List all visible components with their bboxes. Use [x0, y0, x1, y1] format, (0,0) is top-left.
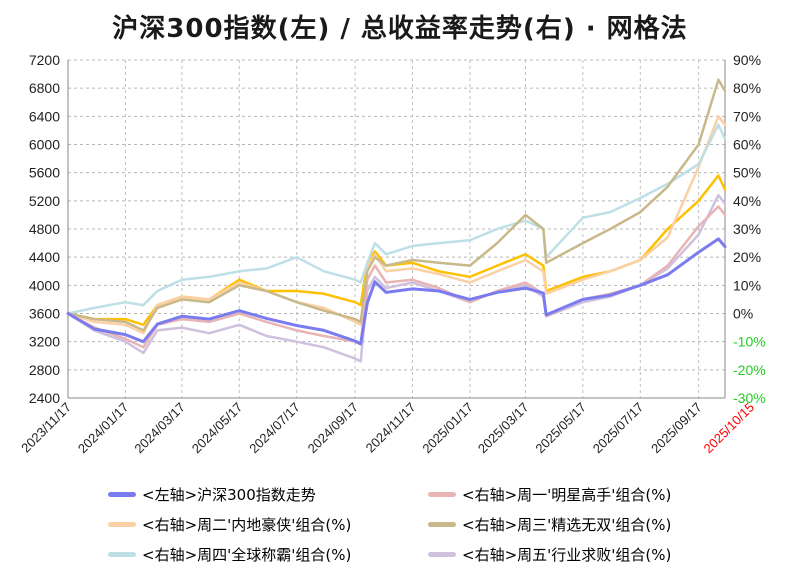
- legend-item-4: <右轴>周四'全球称霸'组合(%): [108, 544, 351, 565]
- right-tick-label: -30%: [733, 390, 766, 406]
- legend-item-5: <右轴>周五'行业求败'组合(%): [428, 544, 671, 565]
- left-tick-label: 6400: [29, 108, 60, 124]
- right-tick-label: 80%: [733, 80, 761, 96]
- legend-item-3: <右轴>周三'精选无双'组合(%): [428, 514, 671, 535]
- legend-label-5: <右轴>周五'行业求败'组合(%): [462, 546, 672, 564]
- right-tick-label: 40%: [733, 193, 761, 209]
- legend-item-1: <右轴>周一'明星高手'组合(%): [428, 484, 671, 505]
- left-tick-label: 3200: [29, 334, 60, 350]
- legend-item-0: <左轴>沪深300指数走势: [108, 484, 316, 505]
- right-tick-label: 70%: [733, 108, 761, 124]
- legend-item-2: <右轴>周二'内地豪侠'组合(%): [108, 514, 351, 535]
- right-tick-label: 0%: [733, 306, 753, 322]
- chart-title: 沪深300指数(左) / 总收益率走势(右) · 网格法: [112, 14, 688, 44]
- series-line-4: [66, 123, 727, 315]
- x-tick-label: 2025/05/17: [532, 400, 589, 457]
- legend-swatch-3: [428, 522, 456, 527]
- legend-label-0: <左轴>沪深300指数走势: [142, 486, 316, 504]
- right-tick-label: 60%: [733, 137, 761, 153]
- legend-label-1: <右轴>周一'明星高手'组合(%): [462, 486, 672, 504]
- right-tick-label: -20%: [733, 362, 766, 378]
- x-tick-label: 2025/07/17: [590, 400, 647, 457]
- x-tick-label: 2024/01/17: [75, 400, 132, 457]
- x-tick-label: 2024/05/17: [189, 400, 246, 457]
- x-tick-label: 2024/07/17: [246, 400, 303, 457]
- x-tick-label: 2025/03/17: [475, 400, 532, 457]
- legend-swatch-1: [428, 492, 456, 497]
- legend-swatch-4: [108, 552, 136, 557]
- series-line-2: [66, 115, 727, 335]
- right-tick-label: 30%: [733, 221, 761, 237]
- legend-label-2: <右轴>周二'内地豪侠'组合(%): [142, 516, 352, 534]
- legend-swatch-2: [108, 522, 136, 527]
- left-tick-label: 5600: [29, 165, 60, 181]
- right-tick-label: 50%: [733, 165, 761, 181]
- left-tick-label: 4000: [29, 277, 60, 293]
- x-tick-label: 2025/01/17: [419, 400, 476, 457]
- left-tick-label: 2800: [29, 362, 60, 378]
- right-tick-label: -10%: [733, 334, 766, 350]
- x-tick-label: 2025/10/15: [700, 400, 757, 457]
- legend-label-4: <右轴>周四'全球称霸'组合(%): [142, 546, 352, 564]
- left-tick-label: 6800: [29, 80, 60, 96]
- left-tick-label: 2400: [29, 390, 60, 406]
- x-tick-label: 2024/09/17: [305, 400, 362, 457]
- left-tick-label: 5200: [29, 193, 60, 209]
- x-tick-label: 2024/11/17: [363, 400, 419, 456]
- left-tick-label: 3600: [29, 306, 60, 322]
- series-line-3: [66, 78, 727, 332]
- legend-label-3: <右轴>周三'精选无双'组合(%): [462, 516, 672, 534]
- series-line-1: [66, 205, 727, 349]
- legend: <左轴>沪深300指数走势 <右轴>周一'明星高手'组合(%) <右轴>周二'内…: [108, 484, 748, 574]
- x-tick-label: 2025/09/17: [648, 400, 705, 457]
- left-tick-label: 4800: [29, 221, 60, 237]
- right-tick-label: 20%: [733, 249, 761, 265]
- x-tick-label: 2023/11/17: [18, 400, 74, 456]
- x-tick-label: 2024/03/17: [131, 400, 188, 457]
- left-tick-label: 7200: [29, 52, 60, 68]
- right-tick-label: 90%: [733, 52, 761, 68]
- left-tick-label: 6000: [29, 137, 60, 153]
- legend-swatch-5: [428, 552, 456, 557]
- left-tick-label: 4400: [29, 249, 60, 265]
- series-line-0: [66, 237, 727, 346]
- right-tick-label: 10%: [733, 277, 761, 293]
- legend-swatch-0: [108, 492, 136, 497]
